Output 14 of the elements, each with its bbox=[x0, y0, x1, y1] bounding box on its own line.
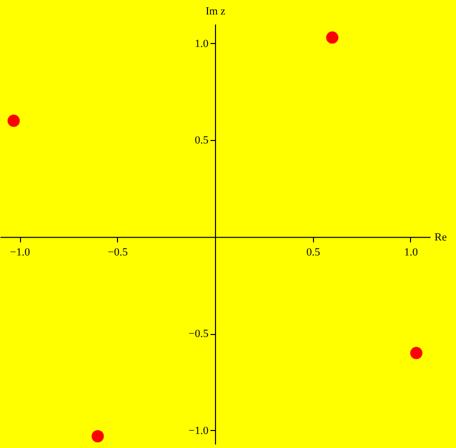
x-tick-label: 0.5 bbox=[306, 246, 321, 258]
y-axis-title: Im z bbox=[206, 6, 226, 18]
point bbox=[410, 346, 422, 360]
x-tick-label: −0.5 bbox=[108, 246, 128, 258]
y-tick-label: −1.0 bbox=[188, 424, 209, 437]
y-tick-label: 0.5 bbox=[194, 134, 209, 147]
point bbox=[92, 430, 104, 442]
y-tick-label: 1.0 bbox=[194, 38, 209, 50]
point bbox=[326, 31, 338, 44]
y-tick-label: −0.5 bbox=[188, 328, 209, 340]
x-tick-label: 1.0 bbox=[404, 246, 418, 258]
x-tick-label: −1.0 bbox=[10, 246, 31, 258]
point bbox=[8, 114, 20, 127]
x-axis-title: Re bbox=[434, 231, 447, 244]
